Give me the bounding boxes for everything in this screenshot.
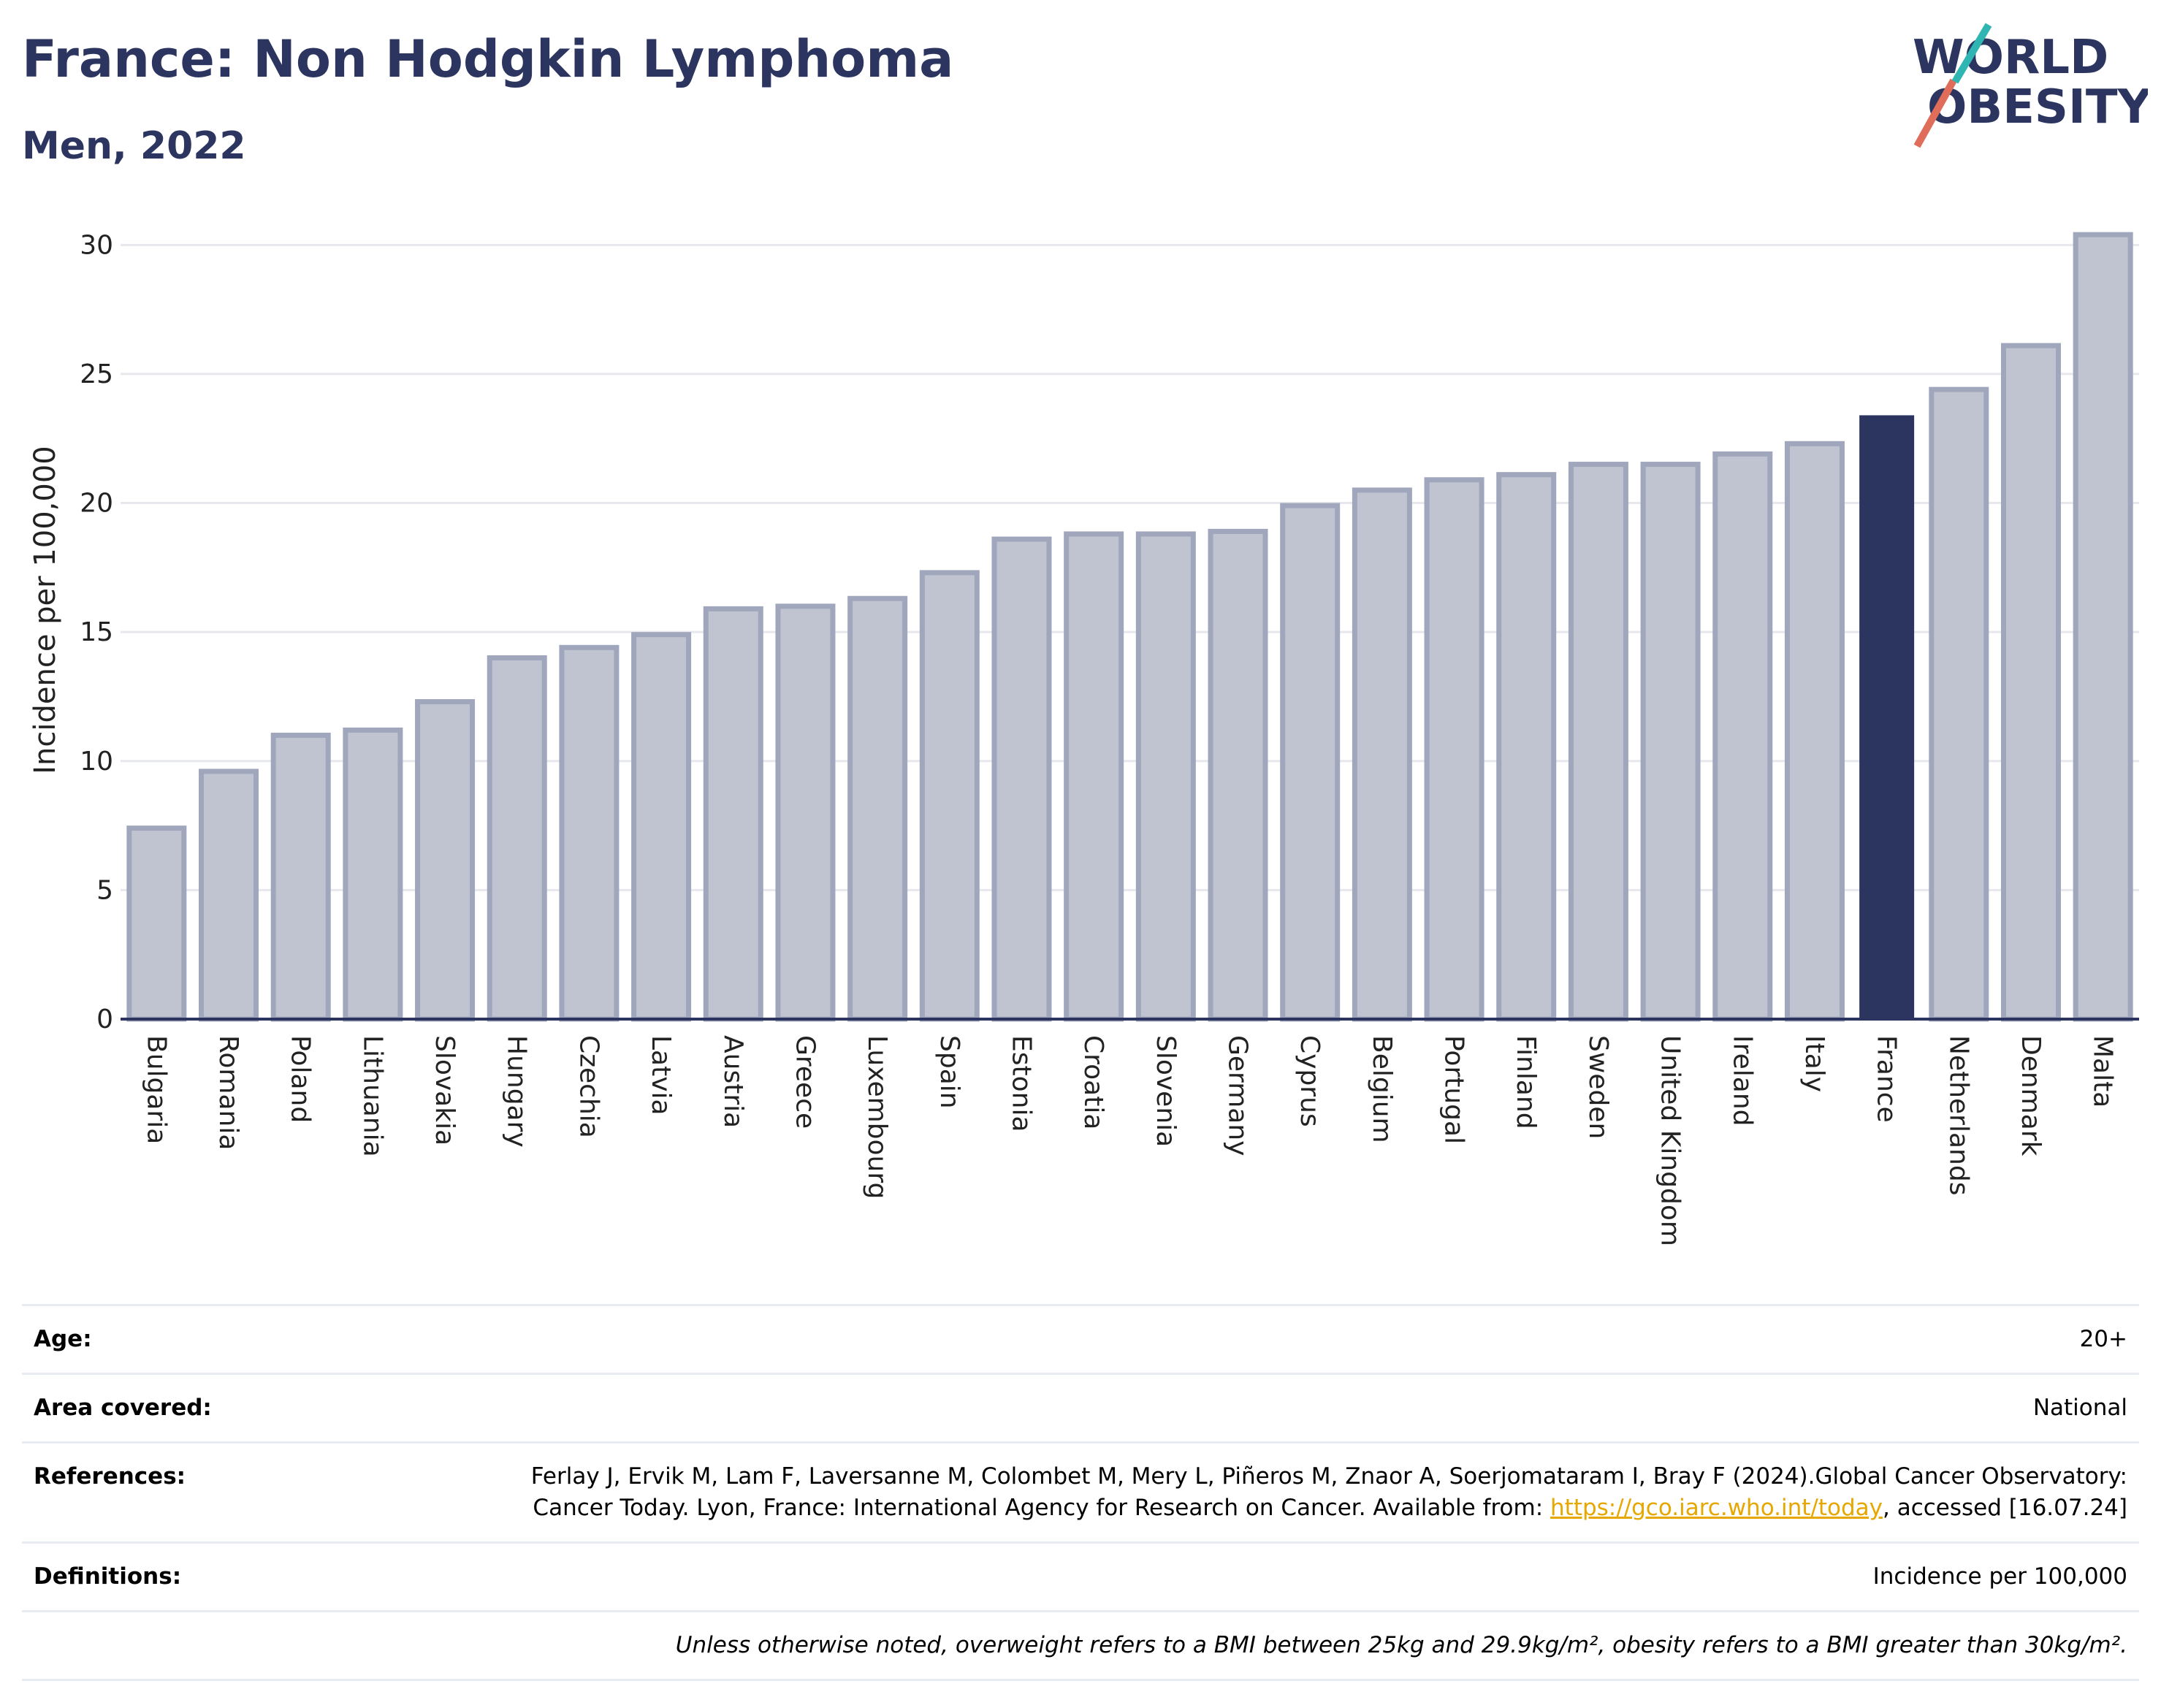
- references-accessed: , accessed [16.07.24]: [1882, 1495, 2127, 1521]
- x-tick-label: Poland: [286, 1035, 316, 1123]
- bmi-note: Unless otherwise noted, overweight refer…: [675, 1632, 2127, 1658]
- x-tick-label: Germany: [1223, 1035, 1253, 1156]
- bar-spain: [919, 570, 980, 1022]
- x-tick-label: Slovenia: [1151, 1035, 1181, 1147]
- bar-sweden: [1568, 462, 1628, 1022]
- bar-germany: [1208, 528, 1268, 1022]
- y-axis-title: Incidence per 100,000: [28, 446, 62, 774]
- bar-romania: [199, 769, 259, 1022]
- x-tick-label: Czechia: [573, 1035, 603, 1138]
- bar-belgium: [1352, 487, 1412, 1022]
- x-tick-label: Ireland: [1727, 1035, 1757, 1126]
- references-text: Ferlay J, Ervik M, Lam F, Laversanne M, …: [530, 1463, 2127, 1521]
- bar-united-kingdom: [1640, 462, 1701, 1022]
- x-tick-label: Italy: [1799, 1035, 1829, 1092]
- age-value: 20+: [2079, 1326, 2127, 1352]
- logo-slash-teal: [1951, 23, 1992, 84]
- bar-lithuania: [343, 727, 403, 1022]
- x-tick-label: Malta: [2088, 1035, 2118, 1107]
- info-table: Age: 20+ Area covered: National Referenc…: [22, 1304, 2139, 1681]
- y-tick-label: 15: [80, 617, 113, 647]
- y-tick-label: 5: [96, 875, 113, 905]
- bars: [126, 232, 2133, 1022]
- bar-poland: [270, 732, 331, 1022]
- x-tick-label: Cyprus: [1295, 1035, 1325, 1127]
- bar-greece: [775, 603, 836, 1022]
- chart-subtitle: Men, 2022: [22, 124, 246, 168]
- y-tick-label: 25: [80, 359, 113, 389]
- bar-italy: [1784, 441, 1845, 1022]
- bar-denmark: [2000, 343, 2061, 1022]
- x-tick-label: Netherlands: [1943, 1035, 1973, 1195]
- x-tick-label: Latvia: [646, 1035, 676, 1116]
- y-tick-label: 10: [80, 747, 113, 777]
- x-tick-label: Estonia: [1006, 1035, 1036, 1132]
- x-tick-label: Finland: [1511, 1035, 1541, 1129]
- x-tick-label: Luxembourg: [862, 1035, 892, 1199]
- bar-bulgaria: [126, 826, 187, 1022]
- x-tick-label: Slovakia: [430, 1035, 460, 1145]
- x-tick-label: Spain: [934, 1035, 964, 1109]
- x-tick-label: Hungary: [502, 1035, 532, 1148]
- bar-czechia: [559, 644, 620, 1022]
- x-tick-label: Austria: [718, 1035, 748, 1128]
- bar-ireland: [1712, 451, 1773, 1022]
- x-tick-label: France: [1872, 1035, 1902, 1123]
- area-value: National: [2032, 1395, 2127, 1421]
- note-row: Unless otherwise noted, overweight refer…: [22, 1612, 2139, 1681]
- y-tick-label: 20: [80, 489, 113, 519]
- x-tick-label: Sweden: [1583, 1035, 1613, 1139]
- bar-france: [1859, 415, 1915, 1019]
- y-tick-label: 0: [96, 1004, 113, 1034]
- bar-luxembourg: [847, 595, 908, 1022]
- bar-slovakia: [415, 699, 476, 1022]
- logo-slash-red: [1913, 78, 1957, 148]
- logo-line-1: WORLD: [1913, 31, 2108, 85]
- x-category-labels: Bulgaria Romania Poland Lithuania Slovakia Hu…: [141, 1035, 2117, 1246]
- bar-hungary: [487, 655, 547, 1022]
- x-tick-label: Romania: [213, 1035, 243, 1150]
- definitions-label: Definitions:: [34, 1563, 182, 1590]
- x-tick-label: Bulgaria: [141, 1035, 171, 1144]
- references-value: Ferlay J, Ervik M, Lam F, Laversanne M, …: [484, 1461, 2127, 1524]
- bar-cyprus: [1280, 503, 1341, 1022]
- bar-slovenia: [1135, 531, 1196, 1022]
- x-tick-label: Portugal: [1439, 1035, 1469, 1144]
- bar-croatia: [1064, 531, 1124, 1022]
- bar-austria: [703, 606, 763, 1022]
- definitions-row: Definitions: Incidence per 100,000: [22, 1544, 2139, 1612]
- x-tick-label: Denmark: [2016, 1035, 2046, 1156]
- chart-title: France: Non Hodgkin Lymphoma: [22, 29, 954, 89]
- bar-portugal: [1424, 477, 1485, 1022]
- age-row: Age: 20+: [22, 1306, 2139, 1375]
- x-tick-label: United Kingdom: [1655, 1035, 1685, 1246]
- x-tick-label: Greece: [790, 1035, 820, 1129]
- bar-netherlands: [1929, 386, 1989, 1022]
- age-label: Age:: [34, 1326, 92, 1352]
- definitions-value: Incidence per 100,000: [1872, 1563, 2127, 1590]
- x-tick-label: Belgium: [1367, 1035, 1397, 1143]
- bar-estonia: [991, 536, 1052, 1022]
- y-tick-labels: 0 5 10 15 20 25 30: [80, 230, 113, 1034]
- bar-chart: 0 5 10 15 20 25 30 Bulgaria Romania Poland Lithua…: [28, 230, 2139, 1246]
- x-tick-label: Croatia: [1078, 1035, 1108, 1129]
- references-link[interactable]: https://gco.iarc.who.int/today: [1550, 1495, 1883, 1521]
- bar-malta: [2073, 232, 2133, 1022]
- area-label: Area covered:: [34, 1395, 212, 1421]
- references-label: References:: [34, 1463, 186, 1490]
- world-obesity-logo: WORLD OBESITY: [1913, 23, 2148, 148]
- area-row: Area covered: National: [22, 1375, 2139, 1444]
- logo-line-2: OBESITY: [1927, 80, 2148, 134]
- bar-finland: [1496, 472, 1557, 1022]
- x-tick-label: Lithuania: [357, 1035, 387, 1157]
- bar-latvia: [631, 632, 692, 1022]
- references-row: References: Ferlay J, Ervik M, Lam F, La…: [22, 1444, 2139, 1544]
- y-tick-label: 30: [80, 230, 113, 260]
